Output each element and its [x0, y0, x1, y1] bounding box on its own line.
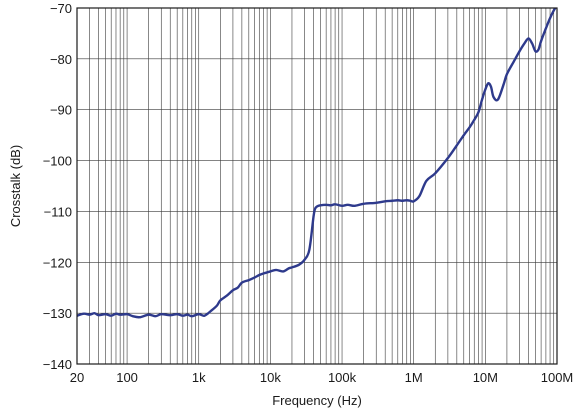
- x-tick-label: 100k: [328, 370, 357, 385]
- x-tick-label: 10M: [473, 370, 498, 385]
- x-tick-labels: 20 100 1k 10k 100k 1M 10M 100M: [70, 370, 574, 385]
- plot-frame: [76, 7, 558, 365]
- y-tick-label: −110: [44, 204, 72, 219]
- y-tick-label: −70: [50, 1, 72, 16]
- y-tick-label: −140: [43, 357, 72, 372]
- x-tick-label: 100M: [541, 370, 574, 385]
- x-tick-label: 10k: [260, 370, 281, 385]
- grid: [76, 7, 558, 365]
- x-tick-label: 1k: [192, 370, 206, 385]
- y-tick-label: −120: [43, 255, 72, 270]
- y-tick-label: −100: [43, 154, 72, 169]
- x-tick-label: 1M: [405, 370, 423, 385]
- y-axis-title: Crosstalk (dB): [8, 145, 23, 227]
- x-tick-label: 20: [70, 370, 84, 385]
- y-tick-label: −130: [43, 306, 72, 321]
- y-tick-label: −80: [50, 52, 72, 67]
- y-tick-label: −90: [50, 103, 72, 118]
- series-line: [77, 8, 557, 319]
- x-tick-label: 100: [116, 370, 138, 385]
- x-axis-title: Frequency (Hz): [272, 393, 362, 408]
- y-tick-labels: −70 −80 −90 −100 −110 −120 −130 −140: [43, 1, 72, 372]
